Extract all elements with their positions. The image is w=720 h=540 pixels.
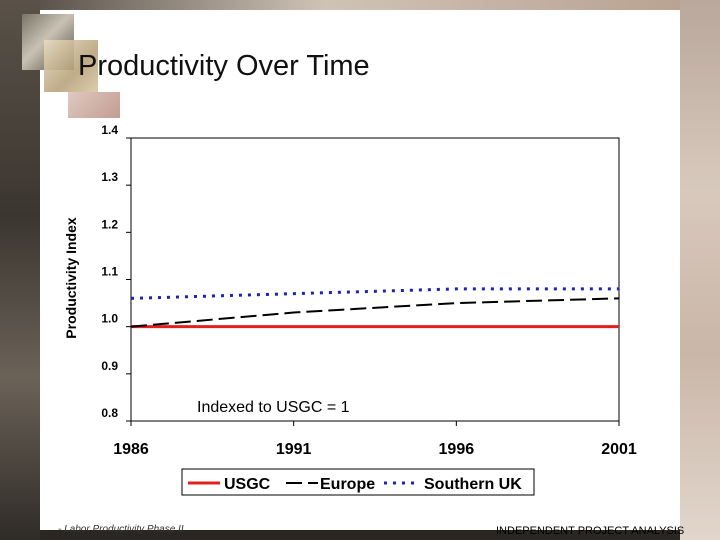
x-axis: 1986 1991 1996 2001 bbox=[113, 421, 637, 458]
series-lines bbox=[130, 287, 620, 329]
page-title: Productivity Over Time bbox=[78, 50, 370, 82]
y-tick-label: 0.9 bbox=[101, 359, 118, 373]
x-tick-label: 2001 bbox=[601, 441, 637, 458]
y-axis-label: Productivity Index bbox=[63, 217, 79, 339]
y-tick-label: 1.2 bbox=[101, 217, 118, 231]
legend-label: Europe bbox=[320, 476, 375, 493]
background-right-photo bbox=[680, 0, 720, 540]
x-tick-label: 1991 bbox=[276, 441, 312, 458]
chart-annotation: Indexed to USGC = 1 bbox=[197, 399, 350, 416]
series-line-europe bbox=[130, 297, 620, 328]
legend: USGC Europe Southern UK bbox=[181, 468, 535, 496]
footer-right-text: INDEPENDENT PROJECT ANALYSIS bbox=[496, 525, 685, 537]
y-tick-label: 0.8 bbox=[101, 406, 118, 420]
y-tick-label: 1.4 bbox=[101, 123, 118, 137]
equipment-photo bbox=[68, 92, 120, 118]
background-left-photo bbox=[0, 0, 40, 540]
y-tick-label: 1.1 bbox=[101, 265, 118, 279]
y-axis: 0.8 0.9 1.0 1.1 1.2 1.3 1.4 bbox=[101, 123, 131, 422]
blueprint-photo bbox=[44, 40, 98, 92]
x-tick-label: 1996 bbox=[439, 441, 475, 458]
series-line-southern-uk bbox=[130, 287, 619, 300]
y-tick-label: 1.3 bbox=[101, 170, 118, 184]
legend-label: USGC bbox=[224, 476, 271, 493]
legend-box bbox=[181, 468, 535, 496]
x-tick-label: 1986 bbox=[113, 441, 149, 458]
plot-area bbox=[130, 137, 620, 422]
footer-left-text: - Labor Productivity Phase II bbox=[58, 524, 184, 535]
y-tick-label: 1.0 bbox=[101, 312, 118, 326]
legend-label: Southern UK bbox=[424, 476, 522, 493]
